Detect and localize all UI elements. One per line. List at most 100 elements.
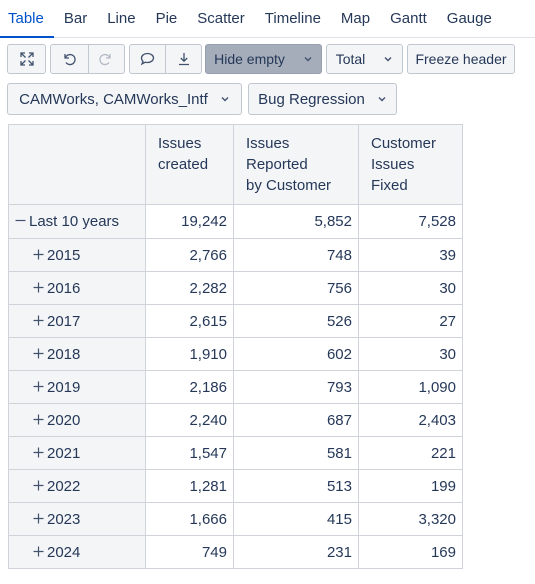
table-cell: 2,403	[358, 403, 463, 437]
table-row: 2021 1,547 581 221	[8, 436, 463, 470]
report-table: Issues created Issues Reported by Custom…	[8, 124, 463, 569]
fullscreen-button[interactable]	[8, 45, 45, 73]
table-cell: 27	[358, 304, 463, 338]
measure-selector-label: Bug Regression	[258, 90, 365, 108]
table-cell: 687	[233, 403, 359, 437]
table-cell: 30	[358, 337, 463, 371]
redo-button[interactable]	[87, 45, 125, 73]
table-cell: 1,090	[358, 370, 463, 404]
table-cell: 756	[233, 271, 359, 305]
table-cell: 169	[358, 535, 463, 569]
table-cell: 526	[233, 304, 359, 338]
row-header-total[interactable]: Last 10 years	[8, 204, 146, 239]
table-cell: 2,615	[145, 304, 234, 338]
history-group	[50, 44, 125, 74]
table-cell: 1,666	[145, 502, 234, 536]
project-selector[interactable]: CAMWorks, CAMWorks_Intf	[7, 83, 242, 115]
undo-icon	[62, 52, 76, 66]
row-header[interactable]: 2015	[8, 238, 146, 272]
expand-icon[interactable]	[33, 513, 44, 524]
tab-gauge[interactable]: Gauge	[446, 9, 492, 27]
expand-icon[interactable]	[33, 348, 44, 359]
row-label: 2018	[47, 345, 81, 363]
comment-button[interactable]	[130, 45, 165, 73]
table-cell: 2,282	[145, 271, 234, 305]
tab-bar[interactable]: Bar	[63, 9, 88, 27]
measure-selector[interactable]: Bug Regression	[248, 83, 397, 115]
table-cell: 5,852	[233, 204, 359, 239]
table-cell: 19,242	[145, 204, 234, 239]
table-cell: 1,281	[145, 469, 234, 503]
table-row: 2020 2,240 687 2,403	[8, 403, 463, 437]
row-header[interactable]: 2022	[8, 469, 146, 503]
tab-gantt[interactable]: Gantt	[390, 9, 427, 27]
row-header[interactable]: 2017	[8, 304, 146, 338]
column-header-issues-reported-by-customer[interactable]: Issues Reported by Customer	[233, 124, 359, 205]
tab-pie[interactable]: Pie	[155, 9, 178, 27]
tab-scatter[interactable]: Scatter	[197, 9, 245, 27]
column-header-customer-issues-fixed[interactable]: Customer Issues Fixed	[358, 124, 463, 205]
row-label: 2020	[47, 411, 81, 429]
expand-icon[interactable]	[33, 447, 44, 458]
tab-table[interactable]: Table	[0, 0, 54, 38]
table-cell: 602	[233, 337, 359, 371]
row-header[interactable]: 2019	[8, 370, 146, 404]
corner-cell	[8, 124, 146, 205]
row-header[interactable]: 2016	[8, 271, 146, 305]
freeze-header-button[interactable]: Freeze header	[407, 44, 515, 74]
expand-icon[interactable]	[33, 546, 44, 557]
table-cell: 415	[233, 502, 359, 536]
chevron-down-icon	[377, 94, 387, 104]
tab-map[interactable]: Map	[340, 9, 371, 27]
table-cell: 2,240	[145, 403, 234, 437]
comment-icon	[140, 52, 155, 66]
expand-icon[interactable]	[33, 381, 44, 392]
row-header[interactable]: 2024	[8, 535, 146, 569]
table-cell: 1,547	[145, 436, 234, 470]
chevron-down-icon	[303, 54, 313, 64]
tab-timeline[interactable]: Timeline	[264, 9, 321, 27]
table-row: 2024 749 231 169	[8, 535, 463, 569]
fullscreen-group	[7, 44, 46, 74]
hide-empty-label: Hide empty	[214, 51, 285, 67]
row-label: 2016	[47, 279, 81, 297]
table-cell: 748	[233, 238, 359, 272]
row-header[interactable]: 2021	[8, 436, 146, 470]
row-label: 2015	[47, 246, 81, 264]
chevron-down-icon	[383, 54, 393, 64]
table-cell: 39	[358, 238, 463, 272]
expand-icon[interactable]	[33, 315, 44, 326]
download-button[interactable]	[165, 45, 201, 73]
table-cell: 221	[358, 436, 463, 470]
table-cell: 581	[233, 436, 359, 470]
undo-button[interactable]	[51, 45, 88, 73]
download-icon	[177, 52, 191, 66]
table-cell: 1,910	[145, 337, 234, 371]
tab-line[interactable]: Line	[107, 9, 136, 27]
hide-empty-dropdown[interactable]: Hide empty	[205, 44, 322, 74]
total-dropdown[interactable]: Total	[326, 44, 403, 74]
table-cell: 231	[233, 535, 359, 569]
expand-icon[interactable]	[33, 480, 44, 491]
column-header-issues-created[interactable]: Issues created	[145, 124, 234, 205]
expand-icon[interactable]	[33, 249, 44, 260]
row-header[interactable]: 2020	[8, 403, 146, 437]
expand-icon[interactable]	[33, 414, 44, 425]
row-label: Last 10 years	[29, 213, 120, 230]
table-cell: 199	[358, 469, 463, 503]
row-header[interactable]: 2018	[8, 337, 146, 371]
table-row: 2023 1,666 415 3,320	[8, 502, 463, 536]
expand-icon[interactable]	[33, 282, 44, 293]
row-label: 2022	[47, 477, 81, 495]
redo-icon	[99, 52, 113, 66]
table-cell: 2,766	[145, 238, 234, 272]
fullscreen-icon	[19, 52, 34, 66]
table-row-total: Last 10 years 19,242 5,852 7,528	[8, 204, 463, 239]
collapse-icon[interactable]	[15, 215, 26, 226]
row-label: 2024	[47, 543, 81, 561]
table-cell: 3,320	[358, 502, 463, 536]
row-header[interactable]: 2023	[8, 502, 146, 536]
total-label: Total	[335, 51, 366, 67]
table-row: 2015 2,766 748 39	[8, 238, 463, 272]
actions-group	[129, 44, 202, 74]
